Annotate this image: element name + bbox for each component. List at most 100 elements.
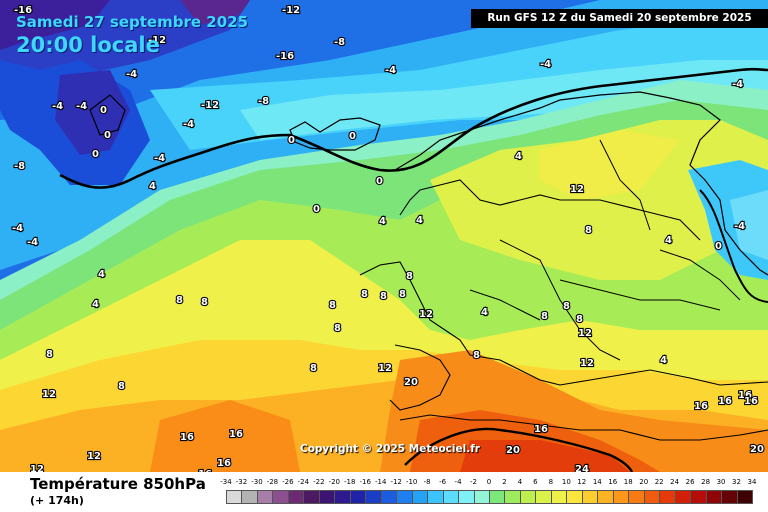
legend-swatch bbox=[226, 490, 243, 504]
copyright-text: Copyright © 2025 Meteociel.fr bbox=[300, 443, 480, 455]
isotherm-label: 8 bbox=[380, 291, 387, 302]
legend-swatch bbox=[504, 490, 521, 504]
isotherm-label: 20 bbox=[404, 377, 418, 388]
isotherm-label: -4 bbox=[126, 69, 137, 80]
legend-swatch bbox=[318, 490, 336, 504]
isotherm-label: 4 bbox=[416, 215, 423, 226]
legend-swatch bbox=[597, 490, 614, 504]
isotherm-label: 12 bbox=[578, 328, 592, 339]
isotherm-label: -12 bbox=[201, 100, 219, 111]
isotherm-label: 24 bbox=[575, 464, 589, 472]
isotherm-label: -16 bbox=[276, 51, 294, 62]
legend-tick-label: -26 bbox=[282, 478, 294, 486]
legend-tick-label: -22 bbox=[313, 478, 325, 486]
isotherm-label: 8 bbox=[118, 381, 125, 392]
local-time: 20:00 locale bbox=[16, 33, 160, 57]
forecast-date: Samedi 27 septembre 2025 bbox=[16, 13, 249, 31]
isotherm-label: 8 bbox=[201, 297, 208, 308]
isotherm-label: -4 bbox=[154, 153, 165, 164]
isotherm-label: 16 bbox=[718, 396, 732, 407]
isotherm-label: 8 bbox=[46, 349, 53, 360]
isotherm-label: -4 bbox=[27, 237, 38, 248]
isotherm-label: 12 bbox=[580, 358, 594, 369]
legend-swatch bbox=[380, 490, 398, 504]
isotherm-label: 12 bbox=[378, 363, 392, 374]
legend-swatch bbox=[581, 490, 599, 504]
legend-tick-label: -18 bbox=[344, 478, 356, 486]
legend-swatch bbox=[256, 490, 274, 504]
isotherm-label: -4 bbox=[183, 119, 194, 130]
legend-tick-label: -14 bbox=[374, 478, 387, 486]
legend-tick-label: 20 bbox=[639, 478, 649, 486]
isotherm-label: 8 bbox=[329, 300, 336, 311]
legend-swatch bbox=[396, 490, 413, 504]
isotherm-label: 16 bbox=[217, 458, 231, 469]
isotherm-label: 12 bbox=[42, 389, 56, 400]
isotherm-label: 8 bbox=[334, 323, 341, 334]
isotherm-label: 4 bbox=[515, 151, 522, 162]
legend-tick-label: -12 bbox=[390, 478, 402, 486]
legend-tick-label: 26 bbox=[685, 478, 695, 486]
legend-swatch bbox=[535, 490, 552, 504]
isotherm-label: 16 bbox=[744, 396, 758, 407]
legend-tick-label: 28 bbox=[701, 478, 711, 486]
isotherm-label: 0 bbox=[100, 105, 107, 116]
legend-tick-label: -32 bbox=[235, 478, 248, 486]
isotherm-label: -4 bbox=[734, 221, 745, 232]
legend-swatch bbox=[411, 490, 429, 504]
legend-tick-label: 4 bbox=[517, 478, 523, 486]
isotherm-label: -12 bbox=[148, 35, 166, 46]
isotherm-label: 16 bbox=[694, 401, 708, 412]
legend-swatch bbox=[473, 490, 490, 504]
color-scale-legend: -34 -32 -30 -28 -26 -24 -22 -20 -18 -16 -14 -12 -10-… bbox=[220, 478, 756, 508]
legend-tick-label: 2 bbox=[502, 478, 507, 486]
isotherm-label: 8 bbox=[563, 301, 570, 312]
isotherm-label: 0 bbox=[92, 149, 99, 160]
legend-tick-label: -6 bbox=[439, 478, 447, 486]
legend-swatch bbox=[721, 490, 738, 504]
legend-swatch bbox=[643, 490, 661, 504]
legend-swatch bbox=[674, 490, 692, 504]
legend-swatch bbox=[705, 490, 723, 504]
legend-swatch bbox=[612, 490, 630, 504]
variable-name: Température 850hPa bbox=[30, 475, 206, 493]
isotherm-label: 16 bbox=[534, 424, 548, 435]
legend-swatch bbox=[736, 490, 753, 504]
legend-tick-label: 16 bbox=[608, 478, 618, 486]
legend-swatch bbox=[303, 490, 320, 504]
isotherm-label: 16 bbox=[198, 469, 212, 472]
legend-swatch bbox=[427, 490, 444, 504]
isotherm-label: 0 bbox=[376, 176, 383, 187]
temperature-map: -16 -12-16-8-12-12-4 -4-4-4-8-4-4-8-4-4-4-… bbox=[0, 0, 768, 472]
isotherm-label: 8 bbox=[541, 311, 548, 322]
isotherm-label: 12 bbox=[87, 451, 101, 462]
isotherm-label: 8 bbox=[585, 225, 592, 236]
isotherm-label: 8 bbox=[576, 314, 583, 325]
legend-tick-label: 0 bbox=[486, 478, 492, 486]
legend-tick-label: 8 bbox=[548, 478, 554, 486]
forecast-lead-time: (+ 174h) bbox=[30, 494, 84, 507]
isotherm-label: 8 bbox=[406, 271, 413, 282]
legend-swatch bbox=[566, 490, 583, 504]
legend-tick-label: -10 bbox=[405, 478, 418, 486]
isotherm-label: -16 bbox=[14, 5, 32, 16]
isotherm-label: -4 bbox=[385, 65, 396, 76]
isotherm-label: -12 bbox=[282, 5, 300, 16]
legend-swatch bbox=[287, 490, 305, 504]
legend-tick-label: 10 bbox=[561, 478, 571, 486]
legend-swatch bbox=[519, 490, 537, 504]
legend-swatch bbox=[272, 490, 289, 504]
isotherm-label: -4 bbox=[12, 223, 23, 234]
isotherm-label: 12 bbox=[30, 464, 44, 472]
isotherm-label: 4 bbox=[379, 216, 386, 227]
legend-tick-label: 22 bbox=[654, 478, 664, 486]
legend-tick-label: -2 bbox=[470, 478, 477, 486]
isotherm-label: 8 bbox=[399, 289, 406, 300]
legend-tick-label: 12 bbox=[577, 478, 587, 486]
isotherm-label: -4 bbox=[540, 59, 551, 70]
legend-tick-label: -28 bbox=[266, 478, 279, 486]
isotherm-label: 20 bbox=[506, 445, 520, 456]
legend-tick-label: 32 bbox=[732, 478, 741, 486]
isotherm-label: 4 bbox=[149, 181, 156, 192]
